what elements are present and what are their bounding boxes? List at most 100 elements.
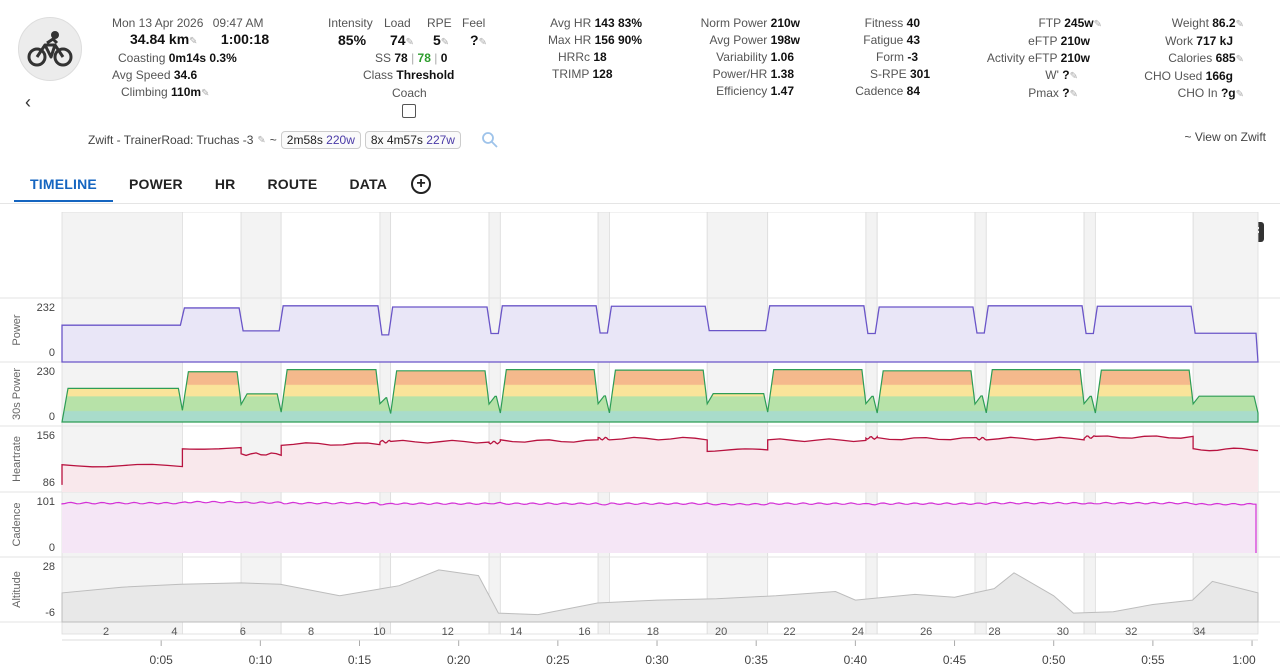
interval-band[interactable] bbox=[181, 212, 242, 635]
interval-band[interactable] bbox=[876, 212, 976, 635]
stat-avg-hr: Avg HR 143 83% bbox=[550, 16, 642, 30]
interval-band[interactable] bbox=[1083, 212, 1096, 635]
time-tick-label: 0:15 bbox=[348, 653, 372, 667]
tab-power[interactable]: POWER bbox=[128, 176, 183, 192]
tab-bar: TIMELINE POWER HR ROUTE DATA + bbox=[14, 168, 432, 202]
stat-efficiency: Efficiency 1.47 bbox=[716, 84, 794, 98]
lap-number-label: 12 bbox=[442, 626, 454, 638]
distance-value[interactable]: 34.84 km bbox=[130, 31, 190, 47]
workout-summary: Zwift - TrainerRoad: Truchas -3 ✎ ~ 2m58s… bbox=[88, 131, 499, 149]
interval-band[interactable] bbox=[597, 212, 610, 635]
edit-pencil-icon[interactable]: ✎ bbox=[1069, 71, 1078, 82]
feel-label: Feel bbox=[462, 16, 486, 30]
avg-speed-value: 34.6 bbox=[173, 68, 198, 82]
lap-number-label: 8 bbox=[308, 626, 314, 638]
interval-band[interactable] bbox=[240, 212, 282, 635]
workout-name[interactable]: Zwift - TrainerRoad: Truchas -3 bbox=[88, 133, 254, 147]
back-chevron-icon[interactable]: ‹ bbox=[25, 92, 31, 112]
view-on-zwift-link[interactable]: ~ View on Zwift bbox=[1184, 130, 1266, 144]
ss-label: SS bbox=[375, 51, 392, 65]
stat-calories: Calories 685✎ bbox=[1168, 51, 1244, 65]
panel-max-label: 232 bbox=[37, 302, 55, 314]
tab-route[interactable]: ROUTE bbox=[267, 176, 318, 192]
coach-checkbox[interactable] bbox=[402, 104, 416, 118]
interval-band[interactable] bbox=[61, 212, 183, 635]
edit-pencil-icon[interactable]: ✎ bbox=[1235, 19, 1244, 30]
edit-pencil-icon[interactable]: ✎ bbox=[1235, 89, 1244, 100]
load-value[interactable]: 74 bbox=[390, 32, 406, 48]
interval-band[interactable] bbox=[974, 212, 987, 635]
time-tick-label: 0:45 bbox=[943, 653, 967, 667]
panel-min-label: 0 bbox=[49, 411, 55, 423]
interval-band[interactable] bbox=[379, 212, 392, 635]
edit-pencil-icon[interactable]: ✎ bbox=[405, 37, 414, 48]
interval-band[interactable] bbox=[865, 212, 878, 635]
interval-band[interactable] bbox=[499, 212, 599, 635]
interval-band[interactable] bbox=[390, 212, 490, 635]
panel-min-label: -6 bbox=[45, 607, 55, 619]
tab-timeline[interactable]: TIMELINE bbox=[14, 168, 113, 202]
rpe-value[interactable]: 5 bbox=[433, 32, 441, 48]
time-tick-label: 0:55 bbox=[1141, 653, 1165, 667]
interval-band[interactable] bbox=[609, 212, 708, 635]
climbing-label: Climbing bbox=[121, 85, 168, 99]
tab-hr[interactable]: HR bbox=[214, 176, 236, 192]
edit-pencil-icon[interactable]: ✎ bbox=[189, 36, 198, 47]
activity-time: 09:47 AM bbox=[212, 16, 264, 30]
bicycle-icon bbox=[27, 31, 73, 67]
interval-band[interactable] bbox=[706, 212, 769, 635]
tab-data[interactable]: DATA bbox=[349, 176, 388, 192]
interval-band[interactable] bbox=[1192, 212, 1259, 635]
stat-pmax: Pmax ?✎ bbox=[1028, 86, 1078, 100]
lap-number-label: 16 bbox=[578, 626, 590, 638]
lap-number-label: 34 bbox=[1193, 626, 1205, 638]
edit-pencil-icon[interactable]: ✎ bbox=[440, 37, 450, 48]
interval-band[interactable] bbox=[1094, 212, 1194, 635]
time-tick-label: 1:00 bbox=[1232, 653, 1256, 667]
ss-value-a: 78 bbox=[394, 51, 408, 65]
stat-power-hr: Power/HR 1.38 bbox=[712, 67, 794, 81]
stat-cho-in: CHO In ?g✎ bbox=[1177, 86, 1244, 100]
panel-max-label: 156 bbox=[37, 430, 55, 442]
edit-pencil-icon[interactable]: ✎ bbox=[1069, 89, 1078, 100]
lap-number-label: 30 bbox=[1057, 626, 1069, 638]
stat-cadence: Cadence 84 bbox=[855, 84, 920, 98]
time-tick-label: 0:35 bbox=[745, 653, 769, 667]
interval-band[interactable] bbox=[985, 212, 1085, 635]
edit-pencil-icon[interactable]: ✎ bbox=[478, 37, 487, 48]
lap-number-label: 28 bbox=[988, 626, 1000, 638]
stat-form: Form -3 bbox=[875, 50, 918, 64]
search-icon[interactable] bbox=[481, 131, 499, 149]
panel-max-label: 101 bbox=[37, 496, 55, 508]
stat-weight: Weight 86.2✎ bbox=[1171, 16, 1244, 30]
stat-w-prime: W' ?✎ bbox=[1045, 68, 1078, 82]
avg-speed-label: Avg Speed bbox=[112, 68, 171, 82]
workout-chip-intervals[interactable]: 8x 4m57s 227w bbox=[364, 131, 461, 149]
interval-band[interactable] bbox=[488, 212, 501, 635]
interval-band[interactable] bbox=[280, 212, 381, 635]
edit-pencil-icon[interactable]: ✎ bbox=[1235, 54, 1244, 65]
edit-pencil-icon[interactable]: ✎ bbox=[257, 134, 266, 146]
power-30s-series-line bbox=[61, 369, 1259, 423]
interval-band[interactable] bbox=[767, 212, 867, 635]
intensity-value: 85% bbox=[338, 32, 367, 48]
workout-chip-warmup[interactable]: 2m58s 220w bbox=[280, 131, 361, 149]
stat-activity-eftp: Activity eFTP 210w bbox=[986, 51, 1090, 65]
panel-max-label: 28 bbox=[43, 561, 55, 573]
stat-work: Work 717 kJ bbox=[1165, 34, 1233, 48]
class-label: Class bbox=[363, 68, 394, 82]
climbing-value[interactable]: 110m bbox=[171, 85, 202, 99]
edit-pencil-icon[interactable]: ✎ bbox=[201, 88, 210, 99]
time-tick-label: 0:30 bbox=[645, 653, 669, 667]
feel-value[interactable]: ? bbox=[470, 32, 479, 48]
interval-bands bbox=[61, 212, 1259, 635]
edit-pencil-icon[interactable]: ✎ bbox=[1093, 19, 1102, 30]
activity-datetime: Mon 13 Apr 2026 09:47 AM bbox=[112, 15, 263, 32]
time-tick-label: 0:40 bbox=[844, 653, 868, 667]
coasting-value: 0m14s 0.3% bbox=[168, 51, 237, 65]
coach-label: Coach bbox=[392, 86, 427, 100]
lap-number-label: 20 bbox=[715, 626, 727, 638]
stat-cho-used: CHO Used 166g bbox=[1144, 69, 1233, 83]
add-tab-plus-icon[interactable]: + bbox=[411, 174, 432, 194]
